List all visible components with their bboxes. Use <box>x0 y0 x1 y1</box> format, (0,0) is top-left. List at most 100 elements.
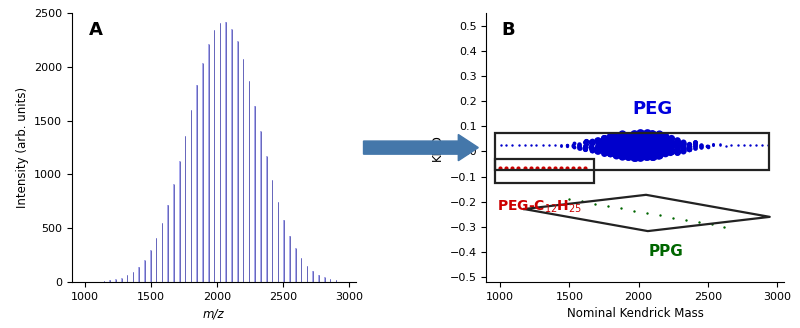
Point <box>670 149 683 154</box>
Point <box>762 142 774 148</box>
Point <box>634 131 647 136</box>
Point <box>622 146 634 151</box>
Point <box>627 138 640 144</box>
X-axis label: Nominal Kendrick Mass: Nominal Kendrick Mass <box>566 307 703 320</box>
Point <box>579 144 592 150</box>
Point <box>653 136 666 141</box>
Point <box>567 140 580 145</box>
Point <box>664 140 677 145</box>
Point <box>616 154 629 159</box>
Point <box>658 140 671 145</box>
Point <box>664 147 677 153</box>
Point <box>604 147 617 153</box>
Point <box>622 145 634 151</box>
Point <box>603 145 616 150</box>
Point <box>677 147 690 153</box>
Point <box>585 139 598 145</box>
Point <box>579 139 592 144</box>
Point <box>640 131 653 136</box>
Point <box>628 146 641 151</box>
Point <box>591 139 604 145</box>
Text: B: B <box>501 21 515 39</box>
Point <box>652 135 665 140</box>
Point <box>616 132 629 137</box>
Point <box>598 136 610 142</box>
Point <box>646 132 658 137</box>
Point <box>603 140 616 145</box>
Point <box>622 133 634 138</box>
Point <box>579 146 592 152</box>
Point <box>567 165 580 170</box>
Point <box>573 165 586 170</box>
Point <box>665 149 678 154</box>
Point <box>653 133 666 138</box>
Point <box>585 144 598 150</box>
Point <box>579 165 592 170</box>
Point <box>586 146 598 152</box>
Point <box>628 141 641 147</box>
Point <box>603 146 616 151</box>
Point <box>610 134 622 140</box>
Point <box>591 142 604 147</box>
Point <box>597 144 610 149</box>
Point <box>500 142 513 148</box>
Point <box>658 145 671 151</box>
Point <box>646 137 659 142</box>
Point <box>603 142 616 148</box>
Point <box>627 144 640 150</box>
Point <box>714 143 726 148</box>
Point <box>658 134 671 139</box>
Point <box>622 154 634 159</box>
Point <box>658 150 671 155</box>
Point <box>683 146 696 151</box>
Point <box>664 149 677 154</box>
Point <box>622 133 635 139</box>
Point <box>654 213 666 218</box>
Point <box>744 143 757 148</box>
Point <box>679 217 692 222</box>
Point <box>658 149 671 154</box>
Point <box>646 154 659 159</box>
Point <box>677 147 690 152</box>
Point <box>665 143 678 148</box>
Point <box>652 152 665 157</box>
Point <box>689 145 702 150</box>
Point <box>646 144 659 150</box>
Point <box>640 137 653 143</box>
Point <box>646 152 659 157</box>
Point <box>670 143 683 148</box>
Point <box>615 134 628 140</box>
Point <box>670 149 683 154</box>
Point <box>598 147 610 152</box>
Point <box>694 142 707 148</box>
Point <box>567 145 580 150</box>
Point <box>591 145 604 150</box>
Point <box>518 165 531 170</box>
Point <box>566 143 579 149</box>
Point <box>652 140 665 145</box>
Point <box>634 154 646 160</box>
Point <box>628 131 641 136</box>
Point <box>627 138 640 144</box>
Point <box>646 140 659 146</box>
Point <box>646 154 659 159</box>
Point <box>694 142 707 148</box>
Point <box>677 145 690 150</box>
Point <box>689 144 702 149</box>
Point <box>670 138 683 143</box>
Point <box>616 133 629 139</box>
Point <box>536 143 549 148</box>
Point <box>603 133 616 139</box>
Point <box>718 224 731 229</box>
Point <box>616 133 629 138</box>
Point <box>653 132 666 137</box>
Point <box>640 146 653 151</box>
Point <box>664 143 677 148</box>
Point <box>622 135 634 140</box>
Point <box>615 132 628 137</box>
Point <box>634 136 647 142</box>
Point <box>658 134 671 140</box>
Point <box>512 165 525 170</box>
Point <box>615 147 628 153</box>
Point <box>597 135 610 141</box>
